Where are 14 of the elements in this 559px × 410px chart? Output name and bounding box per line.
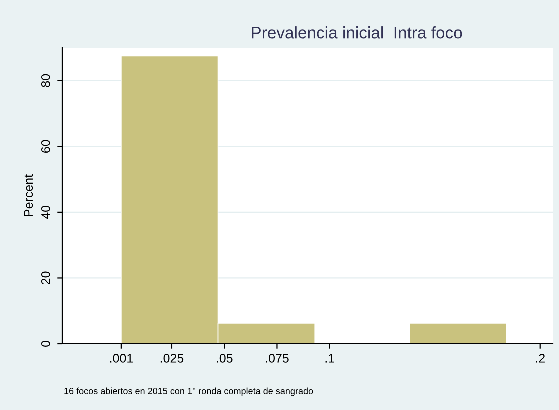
x-tick-label: .05 <box>217 354 233 363</box>
x-tick-label: .1 <box>326 354 334 363</box>
y-tick-label: 20 <box>41 272 50 285</box>
x-tick-label: .025 <box>160 354 184 363</box>
y-axis-title: Percent <box>24 174 34 217</box>
y-tick-label: 60 <box>41 140 50 153</box>
y-tick-label: 0 <box>41 341 50 347</box>
text: 16 focos abiertos en 2015 con 1° ronda completa de sangrado <box>64 388 314 396</box>
x-tick-label: .075 <box>266 354 289 363</box>
chart-title: Prevalencia inicial Intra foco <box>252 26 462 39</box>
x-tick-label: .001 <box>110 354 133 363</box>
y-tick-label: 40 <box>41 206 50 220</box>
y-tick-label: 80 <box>41 74 50 88</box>
x-tick-label: .2 <box>536 354 545 363</box>
